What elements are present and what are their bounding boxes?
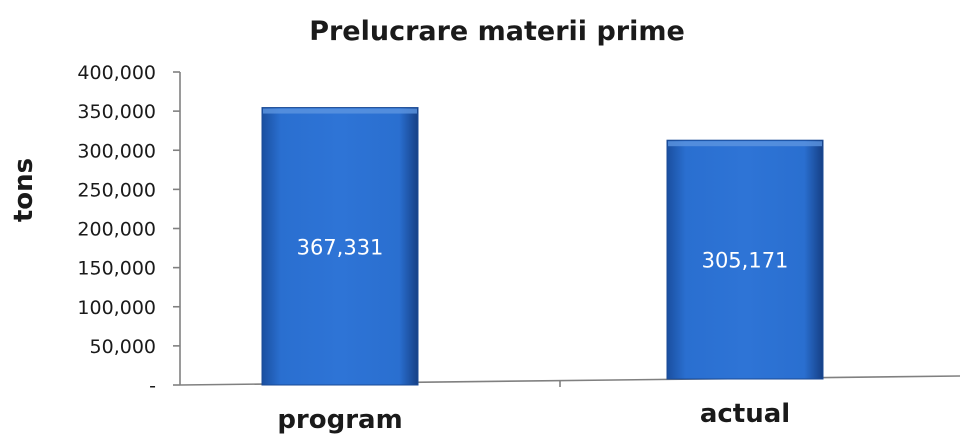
y-tick-label: 50,000 [90, 336, 156, 358]
y-tick-label: - [149, 375, 156, 397]
x-axis-ticks: program actual [277, 380, 790, 435]
bar-top-highlight [263, 108, 417, 114]
y-tick-label: 100,000 [77, 297, 156, 319]
x-tick-label-actual: actual [700, 399, 790, 429]
y-tick-label: 150,000 [77, 258, 156, 280]
data-label-actual: 305,171 [702, 249, 789, 273]
y-tick-label: 200,000 [77, 219, 156, 241]
y-tick-label: 400,000 [77, 62, 156, 84]
bar-program [261, 107, 419, 386]
bars: 367,331 305,171 [261, 107, 824, 386]
y-tick-label: 300,000 [77, 140, 156, 162]
x-tick-label-program: program [277, 405, 402, 435]
y-axis-label: tons [9, 158, 39, 222]
y-tick-label: 350,000 [77, 101, 156, 123]
chart-title: Prelucrare materii prime [309, 16, 685, 47]
bar-actual [666, 139, 824, 380]
y-axis-ticks: - 50,000 100,000 150,000 200,000 250,000 300,0… [77, 62, 180, 397]
bar-top-highlight [668, 141, 822, 147]
data-label-program: 367,331 [297, 235, 384, 259]
y-tick-label: 250,000 [77, 179, 156, 201]
